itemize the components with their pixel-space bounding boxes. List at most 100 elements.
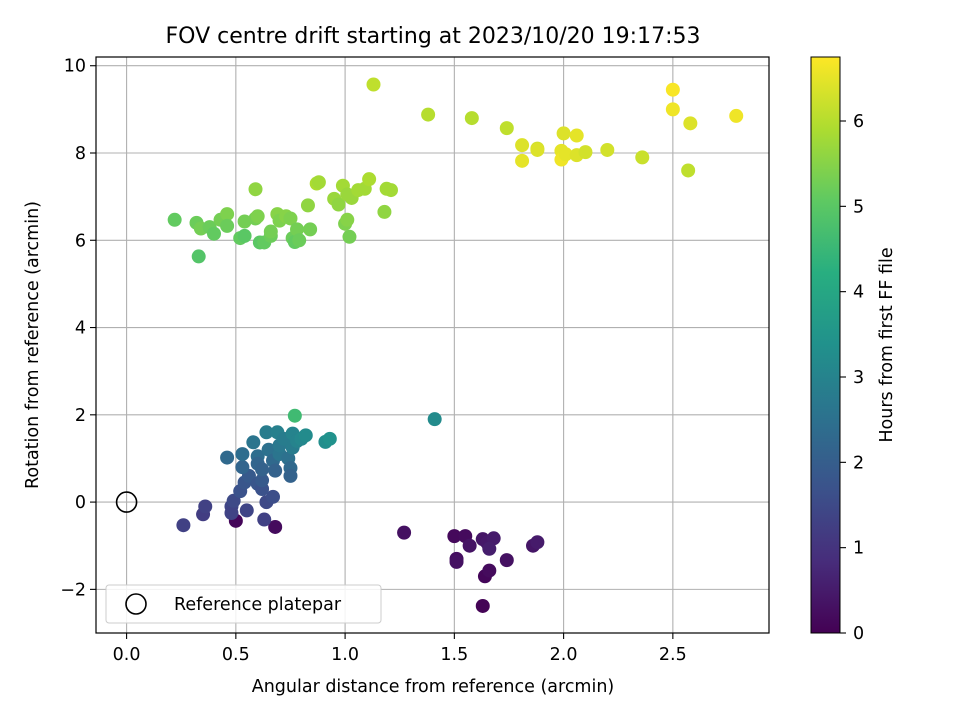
data-point — [482, 563, 497, 578]
y-tick-label: −2 — [60, 580, 86, 600]
colorbar-tick-label: 0 — [853, 624, 864, 644]
data-point — [421, 107, 436, 122]
data-point — [377, 204, 392, 219]
data-point — [499, 121, 514, 136]
data-point — [558, 147, 573, 162]
data-point — [290, 222, 305, 237]
x-tick-label: 2.0 — [550, 645, 578, 665]
data-point — [515, 153, 530, 168]
x-tick-label: 2.5 — [659, 645, 687, 665]
data-point — [235, 460, 250, 475]
data-point — [283, 468, 298, 483]
colorbar-label: Hours from first FF file — [877, 247, 897, 442]
colorbar-tick-label: 1 — [853, 539, 864, 559]
data-point — [224, 506, 239, 520]
data-point — [683, 116, 698, 131]
data-point — [298, 428, 313, 443]
reference-marker — [115, 491, 138, 513]
data-point — [569, 128, 584, 143]
data-point — [248, 182, 263, 197]
data-point — [427, 412, 442, 427]
data-point — [235, 447, 250, 462]
data-point — [729, 108, 744, 123]
y-tick-label: 8 — [75, 144, 86, 164]
data-point — [292, 233, 307, 248]
y-axis-ticks: −2 0 2 4 6 8 10 — [60, 57, 96, 600]
data-point — [600, 142, 615, 157]
y-tick-label: 6 — [75, 231, 86, 251]
data-point — [257, 512, 272, 527]
data-point — [322, 431, 337, 446]
data-point — [246, 435, 261, 450]
grid — [96, 57, 769, 633]
x-axis-ticks: 0.0 0.5 1.0 1.5 2.0 2.5 — [113, 633, 687, 665]
data-point — [268, 519, 283, 534]
colorbar-tick-label: 4 — [853, 283, 864, 303]
data-point — [237, 228, 252, 243]
data-point — [176, 518, 191, 533]
data-point — [515, 138, 530, 153]
data-point — [261, 442, 276, 457]
y-tick-label: 0 — [75, 493, 86, 513]
data-point — [464, 111, 479, 126]
colorbar-gradient — [810, 56, 841, 634]
legend-reference-marker — [125, 593, 147, 615]
colorbar-ticks: 0 1 2 3 4 5 6 — [840, 112, 864, 644]
y-tick-label: 4 — [75, 319, 86, 339]
data-point — [665, 82, 680, 97]
data-point — [250, 209, 265, 224]
data-point — [342, 229, 357, 244]
chart-title: FOV centre drift starting at 2023/10/20 … — [166, 24, 701, 49]
data-point — [665, 102, 680, 117]
colorbar-tick-label: 5 — [853, 197, 864, 217]
data-point — [198, 499, 213, 514]
colorbar-tick-label: 6 — [853, 112, 864, 132]
data-point — [681, 163, 696, 178]
data-point — [340, 212, 355, 227]
legend-box — [105, 584, 382, 624]
colorbar: 0 1 2 3 4 5 6 Hours from first FF file — [810, 56, 897, 644]
x-tick-label: 0.5 — [222, 645, 250, 665]
data-point — [265, 489, 280, 504]
y-axis-label: Rotation from reference (arcmin) — [23, 201, 43, 489]
y-tick-label: 2 — [75, 406, 86, 426]
data-point — [220, 218, 235, 233]
data-point — [255, 462, 270, 477]
reference-point — [115, 491, 138, 513]
data-point — [239, 503, 254, 518]
data-point — [383, 183, 398, 198]
data-point — [366, 77, 381, 92]
x-tick-label: 0.0 — [113, 645, 141, 665]
data-point — [255, 473, 270, 488]
plot-frame — [95, 56, 770, 634]
data-point — [397, 525, 412, 540]
data-point — [462, 538, 477, 553]
data-point — [259, 425, 274, 440]
data-point — [530, 535, 545, 550]
data-point — [300, 198, 315, 213]
x-axis-label: Angular distance from reference (arcmin) — [252, 677, 615, 697]
colorbar-tick-label: 2 — [853, 453, 864, 473]
data-point — [635, 150, 650, 165]
data-point — [287, 408, 302, 423]
y-tick-label: 10 — [64, 57, 86, 77]
data-point — [206, 226, 221, 241]
data-point — [220, 207, 235, 222]
data-point — [268, 463, 283, 478]
data-point — [499, 553, 514, 568]
data-point — [331, 197, 346, 212]
data-point — [447, 529, 462, 544]
data-point — [237, 214, 252, 229]
data-point — [449, 554, 464, 569]
x-tick-label: 1.0 — [331, 645, 359, 665]
data-points — [167, 77, 744, 613]
data-point — [220, 450, 235, 465]
data-point — [303, 222, 318, 237]
colorbar-tick-label: 3 — [853, 368, 864, 388]
data-point — [486, 531, 501, 546]
data-point — [578, 145, 593, 160]
legend: Reference platepar — [105, 584, 382, 624]
data-point — [191, 249, 206, 264]
data-point — [167, 212, 182, 227]
